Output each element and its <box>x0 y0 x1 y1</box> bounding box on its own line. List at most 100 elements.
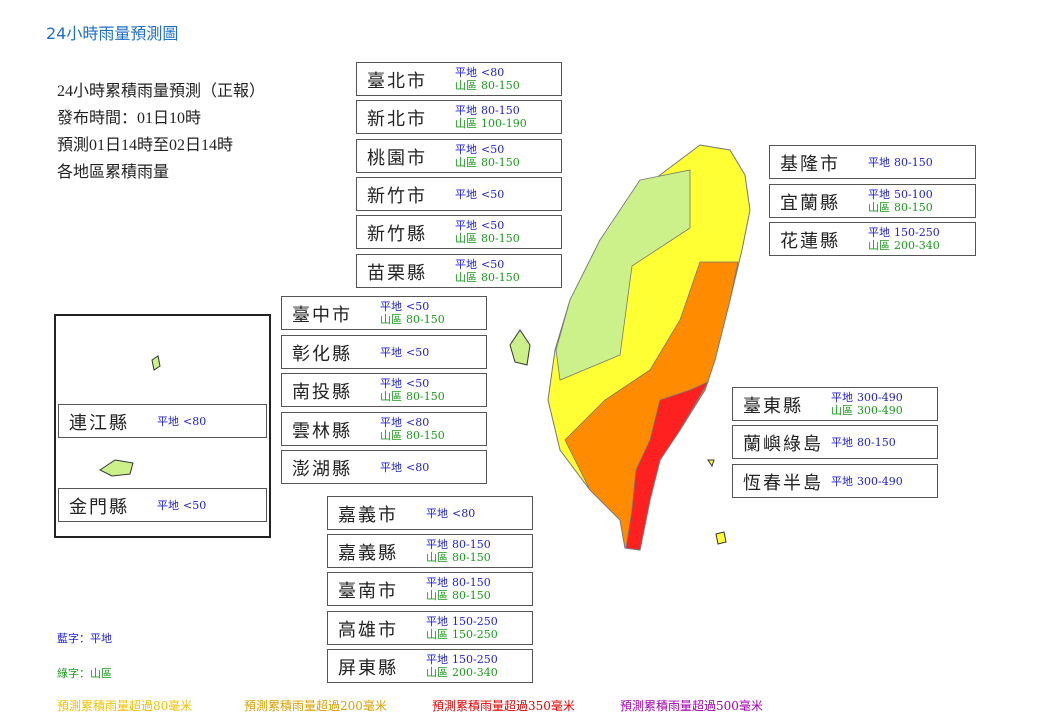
area-label: 山區 <box>455 271 477 284</box>
area-label: 山區 <box>455 117 477 130</box>
region-rows: 平地 <80 山區 80-150 <box>455 63 520 95</box>
rain-row: 山區 100-190 <box>455 117 527 130</box>
rain-row: 平地 <80 <box>380 461 429 474</box>
rain-value: 100-190 <box>481 117 527 130</box>
area-label: 平地 <box>831 435 853 449</box>
rain-row: 平地 50-100 <box>868 188 933 201</box>
region-name: 嘉義市 <box>338 505 398 526</box>
rain-value: 80-150 <box>452 551 491 564</box>
rain-value: 80-150 <box>857 435 896 449</box>
legend-item: 綠字：山區 <box>57 667 112 680</box>
region-name: 新竹縣 <box>367 224 427 245</box>
rain-value: 80-150 <box>406 429 445 442</box>
footnote: 預測累積雨量超過500毫米 <box>620 699 763 713</box>
rain-value: 80-150 <box>481 104 520 117</box>
area-label: 山區 <box>380 429 402 442</box>
rain-row: 平地 <80 <box>380 416 445 429</box>
info-line: 發布時間：01日10時 <box>57 110 202 127</box>
region-name: 恆春半島 <box>743 473 823 494</box>
area-label: 平地 <box>831 474 853 488</box>
rain-value: <80 <box>452 506 476 520</box>
rain-value: <50 <box>481 187 505 201</box>
region-box: 連江縣 平地 <80 <box>58 404 267 438</box>
region-box: 苗栗縣 平地 <50 山區 80-150 <box>356 254 562 288</box>
rain-row: 山區 80-150 <box>455 232 520 245</box>
rain-value: 80-150 <box>452 576 491 589</box>
rain-value: 200-340 <box>894 239 940 252</box>
rain-row: 平地 80-150 <box>868 156 933 169</box>
region-rows: 平地 <50 山區 80-150 <box>380 297 445 329</box>
rain-row: 平地 <50 <box>455 143 520 156</box>
rain-row: 山區 80-150 <box>426 589 491 602</box>
region-box: 臺東縣 平地 300-490 山區 300-490 <box>732 387 938 421</box>
area-label: 平地 <box>455 143 477 156</box>
rain-row: 平地 <50 <box>157 499 206 512</box>
island-penghu <box>509 329 531 366</box>
region-rows: 平地 80-150 山區 80-150 <box>426 573 491 605</box>
area-label: 平地 <box>426 615 448 628</box>
region-name: 雲林縣 <box>292 421 352 442</box>
region-rows: 平地 300-490 <box>831 465 903 497</box>
region-box: 新竹縣 平地 <50 山區 80-150 <box>356 215 562 249</box>
rain-value: <50 <box>406 377 430 390</box>
rain-value: <50 <box>406 300 430 313</box>
rain-value: <50 <box>183 498 207 512</box>
region-box: 澎湖縣 平地 <80 <box>281 450 487 484</box>
region-box: 恆春半島 平地 300-490 <box>732 464 938 498</box>
inset-box <box>54 314 271 538</box>
rain-row: 山區 80-150 <box>380 390 445 403</box>
area-label: 平地 <box>426 653 448 666</box>
area-label: 平地 <box>868 188 890 201</box>
region-box: 花蓮縣 平地 150-250 山區 200-340 <box>769 222 976 256</box>
area-label: 平地 <box>380 416 402 429</box>
rain-row: 平地 <50 <box>455 219 520 232</box>
rain-row: 平地 300-490 <box>831 475 903 488</box>
rain-value: 80-150 <box>452 538 491 551</box>
area-label: 山區 <box>426 666 448 679</box>
region-box: 雲林縣 平地 <80 山區 80-150 <box>281 412 487 446</box>
rain-row: 平地 <80 <box>455 66 520 79</box>
region-name: 南投縣 <box>292 382 352 403</box>
rain-row: 平地 <50 <box>380 346 429 359</box>
zone-red <box>625 381 709 551</box>
region-box: 彰化縣 平地 <50 <box>281 335 487 369</box>
area-label: 平地 <box>380 345 402 359</box>
region-rows: 平地 150-250 山區 200-340 <box>426 650 498 682</box>
area-label: 山區 <box>831 404 853 417</box>
rain-row: 山區 80-150 <box>380 313 445 326</box>
region-rows: 平地 <80 山區 80-150 <box>380 413 445 445</box>
region-rows: 平地 150-250 山區 200-340 <box>868 223 940 255</box>
area-label: 平地 <box>868 226 890 239</box>
rain-value: 80-150 <box>894 155 933 169</box>
area-label: 山區 <box>455 156 477 169</box>
rain-value: 80-150 <box>481 271 520 284</box>
region-name: 臺東縣 <box>743 396 803 417</box>
rain-value: <50 <box>481 219 505 232</box>
footnote: 預測累積雨量超過80毫米 <box>57 699 193 713</box>
region-box: 南投縣 平地 <50 山區 80-150 <box>281 373 487 407</box>
region-name: 蘭嶼綠島 <box>743 434 823 455</box>
region-box: 新北市 平地 80-150 山區 100-190 <box>356 100 562 134</box>
region-rows: 平地 80-150 <box>868 146 933 178</box>
rain-value: 150-250 <box>452 628 498 641</box>
rain-row: 平地 <50 <box>380 300 445 313</box>
region-name: 金門縣 <box>69 497 129 518</box>
rain-value: <80 <box>406 416 430 429</box>
rain-value: 150-250 <box>894 226 940 239</box>
rain-row: 平地 80-150 <box>831 436 896 449</box>
region-box: 嘉義市 平地 <80 <box>327 496 533 530</box>
rain-row: 山區 150-250 <box>426 628 498 641</box>
rain-value: 300-490 <box>857 404 903 417</box>
rain-value: 50-100 <box>894 188 933 201</box>
rain-value: 150-250 <box>452 615 498 628</box>
island-kinmen <box>99 459 134 477</box>
rain-row: 平地 <50 <box>380 377 445 390</box>
region-rows: 平地 80-150 山區 100-190 <box>455 101 527 133</box>
rain-value: <80 <box>481 66 505 79</box>
region-name: 臺南市 <box>338 581 398 602</box>
info-line: 預測01日14時至02日14時 <box>57 137 234 154</box>
rain-row: 平地 150-250 <box>868 226 940 239</box>
area-label: 平地 <box>455 219 477 232</box>
